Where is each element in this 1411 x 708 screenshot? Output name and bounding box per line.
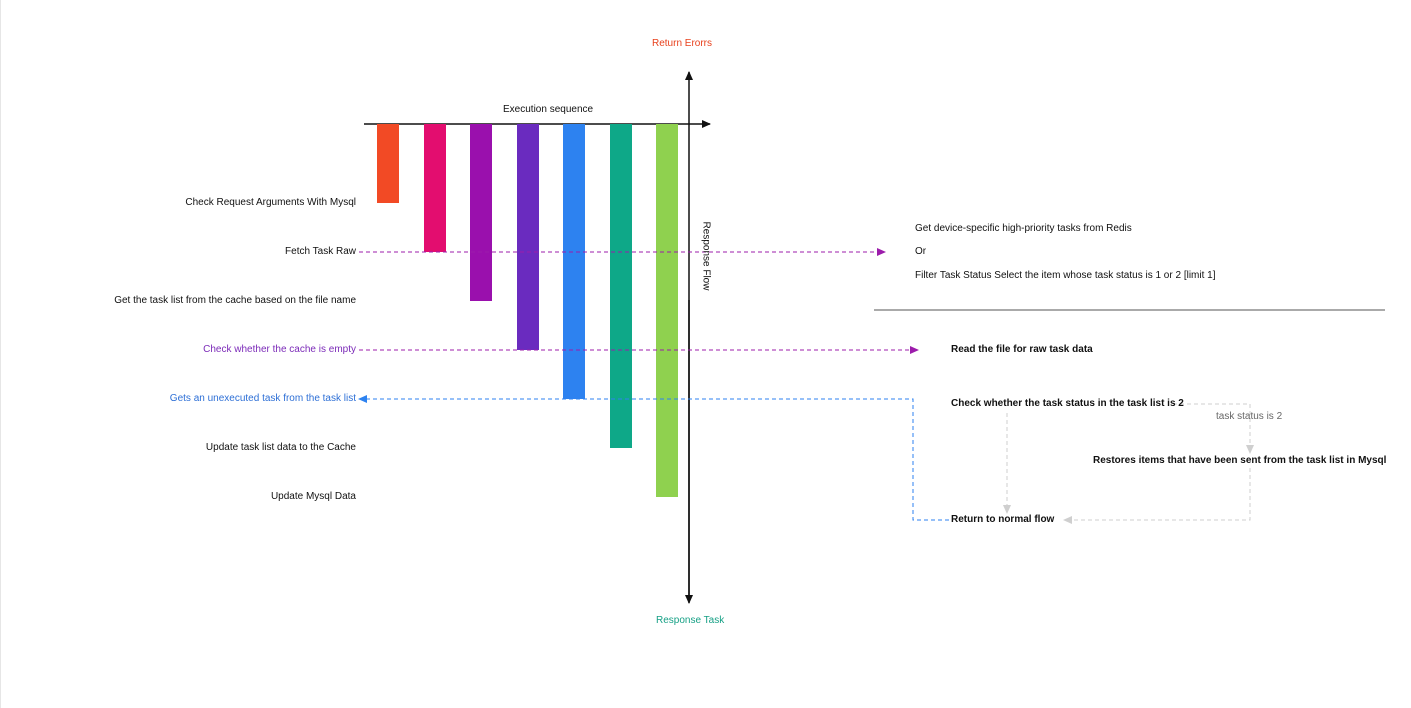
- fetch-detail-or: Or: [915, 246, 927, 257]
- step-bar-5: [563, 124, 585, 399]
- execution-sequence-label: Execution sequence: [503, 104, 594, 115]
- return-loop-arrow: [358, 395, 949, 521]
- step-bar-7: [656, 124, 678, 497]
- read-file-label: Read the file for raw task data: [951, 344, 1093, 355]
- restores-return-arrow: [1063, 468, 1251, 524]
- return-errors-label: Return Erorrs: [652, 38, 713, 49]
- status-yes-arrow: [1173, 403, 1254, 454]
- step-bar-2: [424, 124, 446, 252]
- step-label-1: Check Request Arguments With Mysql: [185, 197, 356, 208]
- restores-label: Restores items that have been sent from …: [1093, 455, 1387, 466]
- step-bar-4: [517, 124, 539, 350]
- check-status-label: Check whether the task status in the tas…: [951, 398, 1184, 409]
- fetch-detail-filter: Filter Task Status Select the item whose…: [915, 270, 1216, 281]
- step-label-6: Update task list data to the Cache: [205, 442, 356, 453]
- step-label-2: Fetch Task Raw: [285, 246, 356, 257]
- step-bar-3: [470, 124, 492, 301]
- response-flow-label: Response Flow: [700, 221, 712, 291]
- step-bar-1: [377, 124, 399, 203]
- step-label-5: Gets an unexecuted task from the task li…: [169, 393, 356, 404]
- step-label-4: Check whether the cache is empty: [203, 344, 356, 355]
- step-label-3: Get the task list from the cache based o…: [114, 295, 356, 306]
- step-label-7: Update Mysql Data: [270, 491, 356, 502]
- return-normal-flow-label: Return to normal flow: [951, 514, 1055, 525]
- fetch-detail-redis: Get device-specific high-priority tasks …: [915, 223, 1132, 234]
- status-condition-label: task status is 2: [1216, 411, 1283, 422]
- step-bar-6: [610, 124, 632, 448]
- response-task-label: Response Task: [656, 615, 725, 626]
